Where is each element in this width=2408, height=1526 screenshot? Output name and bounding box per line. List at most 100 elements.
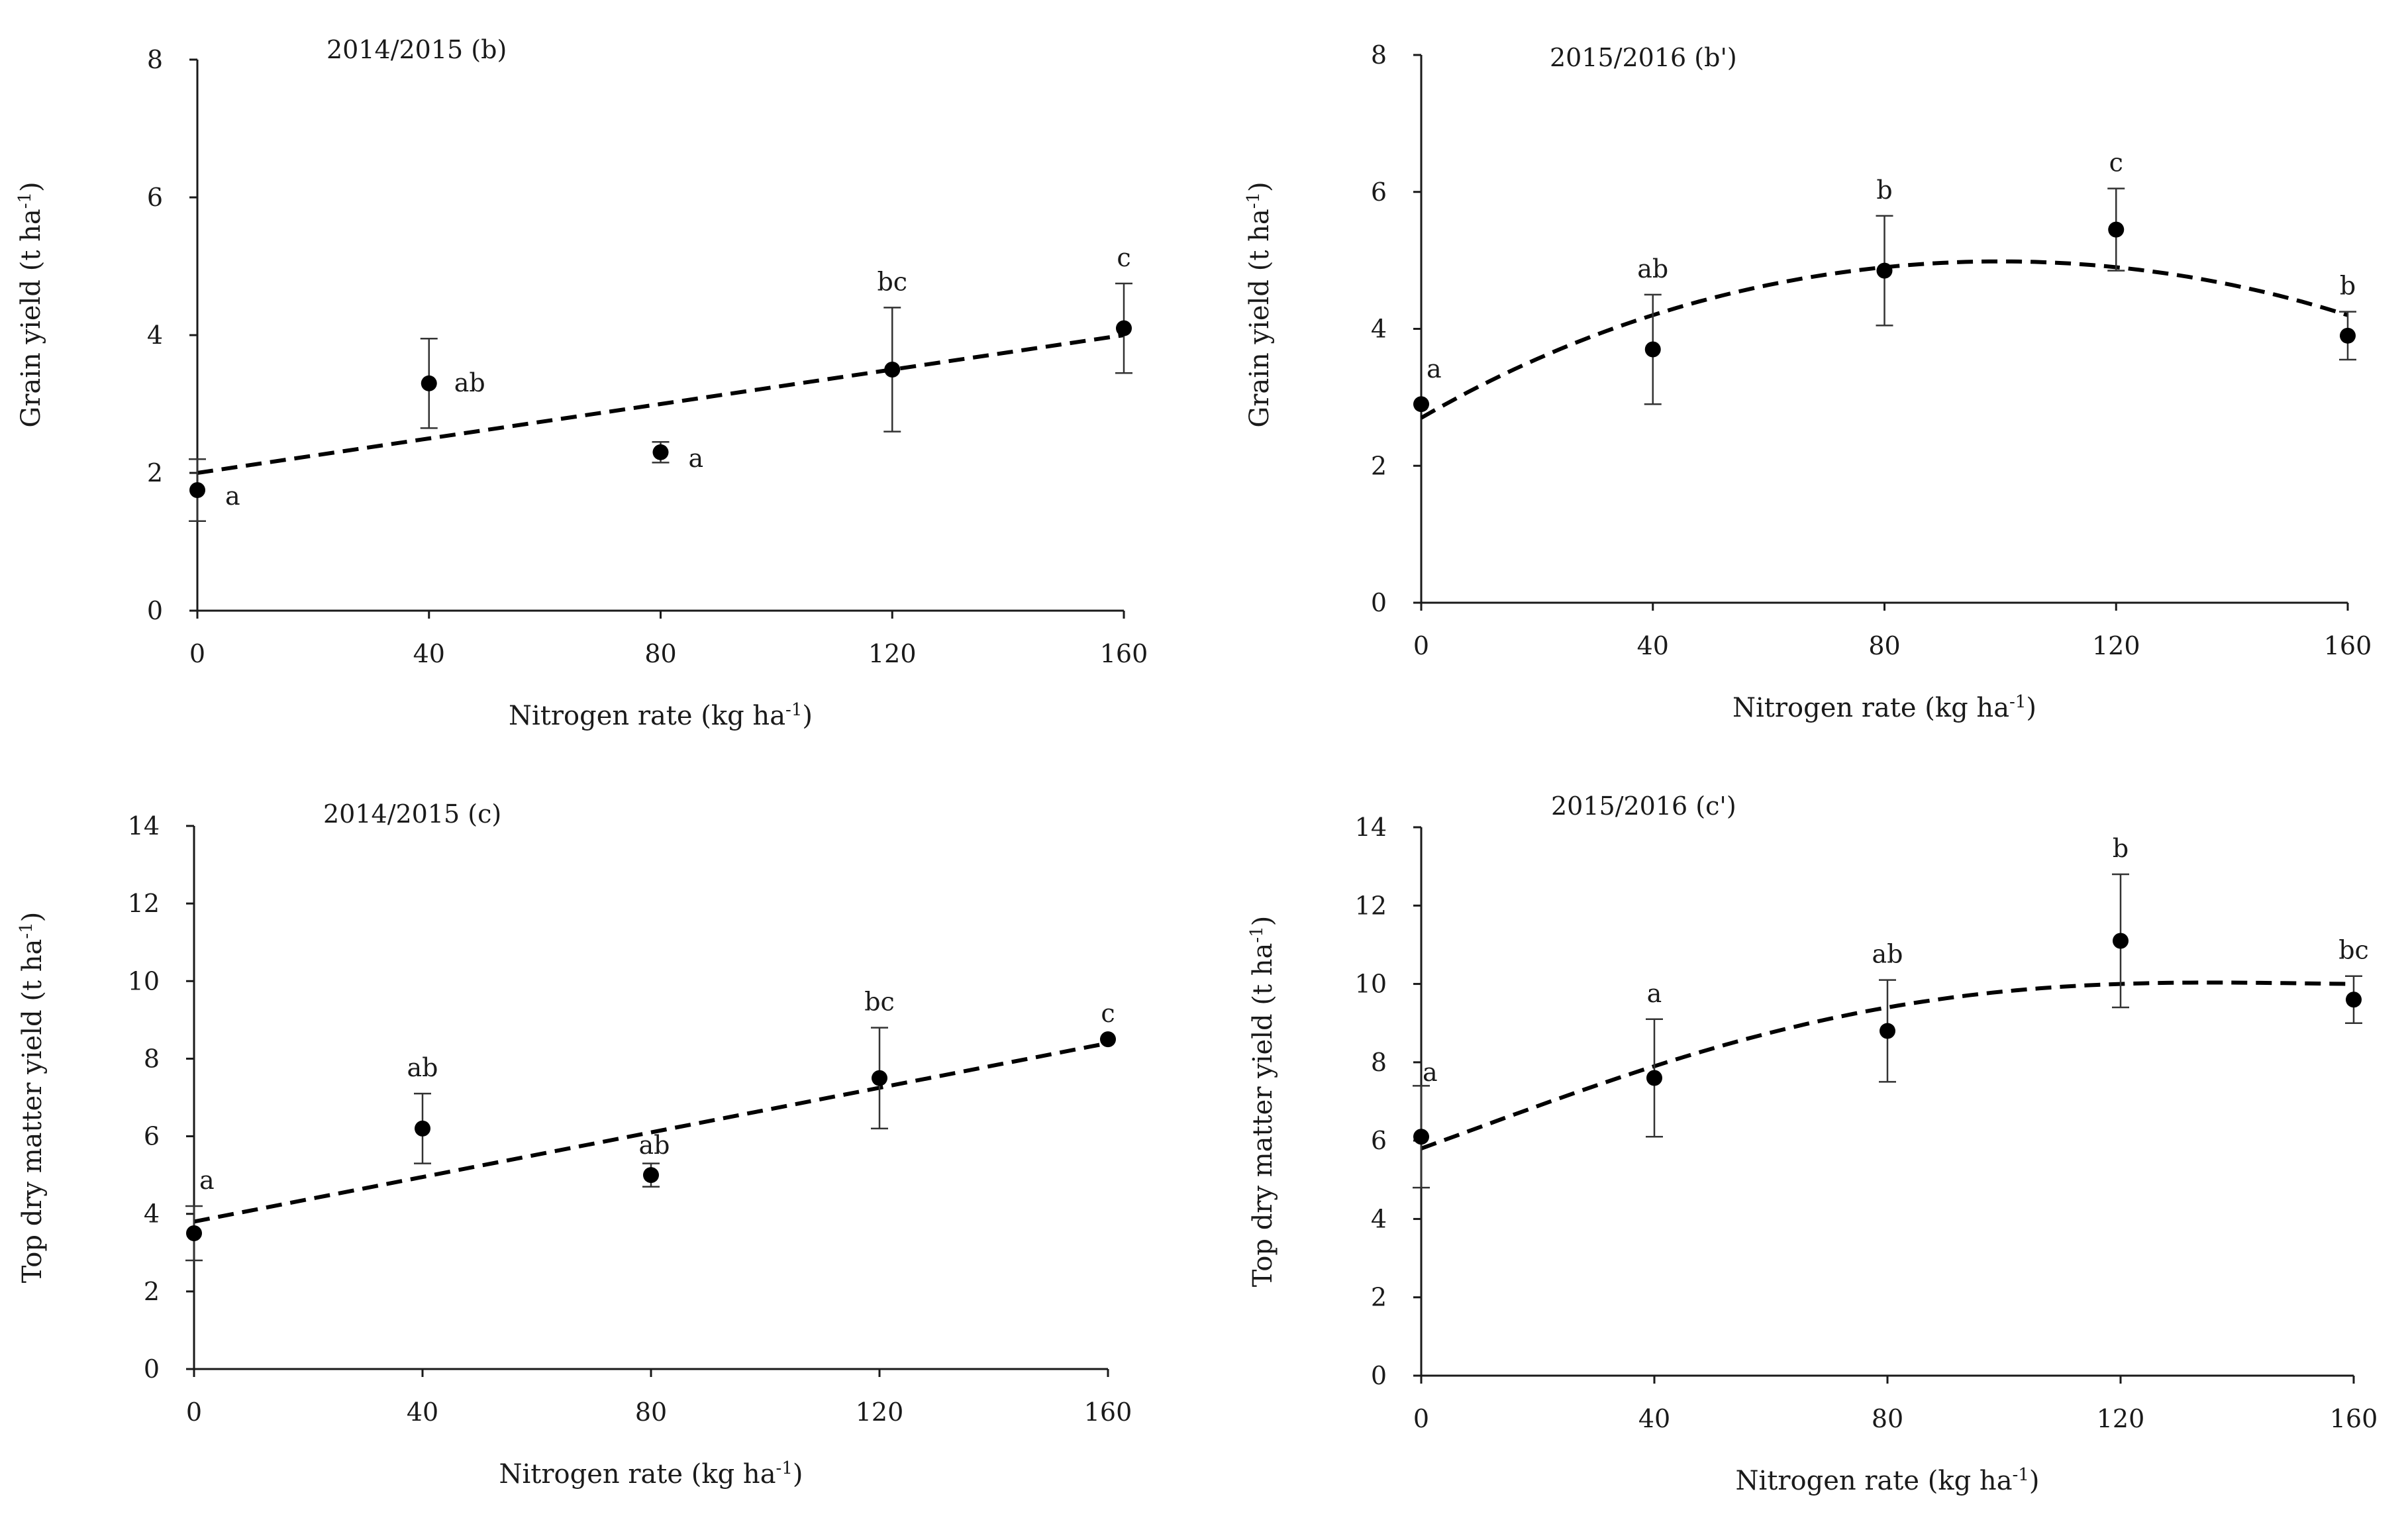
y-tick-label: 6 (147, 183, 163, 212)
x-tick-label: 120 (2097, 1404, 2145, 1433)
y-tick-label: 0 (144, 1354, 160, 1384)
data-point (1880, 1023, 1895, 1039)
significance-letter: a (689, 444, 704, 473)
data-point (1116, 320, 1132, 336)
y-tick-label: 4 (144, 1199, 160, 1229)
y-tick-label: 10 (1355, 970, 1387, 999)
panel-dry-matter-2014-2015: 0 2 4 6 8 10 12 14 0 40 80 120 160 Nitrogen rate (kg … (17, 799, 1132, 1490)
significance-letter: ab (1637, 254, 1668, 283)
x-tick-label: 40 (1637, 631, 1669, 660)
significance-letter: b (1876, 176, 1892, 205)
y-tick-label: 2 (1371, 451, 1387, 480)
x-tick-label: 0 (1413, 631, 1429, 660)
significance-letter: ab (1872, 940, 1903, 969)
x-axis-label: Nitrogen rate (kg ha-1) (1732, 692, 2036, 723)
y-tick-label: 6 (1371, 178, 1387, 207)
y-tick-label: 2 (147, 458, 163, 487)
trend-line (193, 1041, 1109, 1224)
x-tick-label: 40 (407, 1398, 438, 1427)
significance-letter: c (1117, 243, 1130, 272)
significance-letter: b (2340, 272, 2356, 301)
significance-letter: a (1647, 979, 1662, 1008)
y-tick-label: 8 (144, 1044, 160, 1073)
data-point (1646, 1070, 1662, 1086)
x-tick-label: 80 (1868, 631, 1900, 660)
panel-title: 2015/2016 (b') (1550, 43, 1737, 72)
data-point (2340, 327, 2356, 344)
significance-letter: a (225, 482, 240, 511)
x-tick-label: 40 (413, 639, 445, 668)
y-tick-label: 4 (147, 321, 163, 350)
data-point (643, 1167, 659, 1184)
significance-letter: bc (877, 267, 907, 296)
significance-letter: b (2113, 834, 2129, 863)
significance-letter: ab (454, 368, 485, 397)
data-point (189, 482, 205, 498)
significance-letter: a (1427, 354, 1442, 383)
y-tick-label: 14 (1355, 813, 1387, 842)
y-tick-label: 10 (128, 966, 160, 995)
significance-letter: c (1101, 999, 1115, 1028)
y-tick-label: 0 (147, 596, 163, 625)
trend-line (197, 333, 1125, 475)
data-point (884, 362, 901, 378)
x-tick-label: 160 (1100, 639, 1148, 668)
data-point (2113, 933, 2129, 949)
x-axis-label: Nitrogen rate (kg ha-1) (509, 700, 813, 731)
data-point (1876, 262, 1893, 279)
x-tick-label: 80 (644, 639, 676, 668)
data-point (1413, 396, 1429, 413)
x-tick-label: 160 (1084, 1398, 1132, 1427)
x-tick-label: 80 (635, 1398, 667, 1427)
data-point (2346, 992, 2362, 1008)
x-tick-label: 120 (2092, 631, 2140, 660)
x-axis-label: Nitrogen rate (kg ha-1) (499, 1458, 803, 1490)
y-tick-label: 0 (1371, 1361, 1387, 1390)
significance-letter: ab (639, 1131, 670, 1160)
x-tick-label: 0 (189, 639, 205, 668)
x-tick-label: 0 (186, 1398, 202, 1427)
data-point (1413, 1129, 1429, 1145)
data-point (1644, 341, 1661, 358)
y-tick-label: 12 (128, 889, 160, 918)
y-axis-label: Top dry matter yield (t ha-1) (1247, 916, 1278, 1288)
y-tick-label: 8 (147, 45, 163, 74)
x-tick-label: 120 (856, 1398, 904, 1427)
y-axis-label: Grain yield (t ha-1) (1244, 181, 1275, 427)
x-tick-label: 80 (1872, 1404, 1903, 1433)
data-point (652, 444, 669, 460)
significance-letter: c (2109, 148, 2123, 178)
y-tick-label: 8 (1371, 40, 1387, 70)
y-tick-label: 6 (1371, 1126, 1387, 1155)
x-tick-label: 0 (1413, 1404, 1429, 1433)
x-tick-label: 120 (868, 639, 917, 668)
x-tick-label: 160 (2330, 1404, 2378, 1433)
data-point (872, 1070, 887, 1086)
significance-letter: a (199, 1166, 215, 1195)
x-axis-label: Nitrogen rate (kg ha-1) (1736, 1465, 2040, 1496)
significance-letter: ab (407, 1053, 438, 1082)
y-tick-label: 8 (1371, 1048, 1387, 1077)
panel-title: 2014/2015 (c) (323, 799, 501, 829)
y-tick-label: 2 (144, 1277, 160, 1306)
y-tick-label: 4 (1371, 1204, 1387, 1233)
data-point (421, 375, 437, 391)
y-tick-label: 12 (1355, 891, 1387, 920)
y-tick-label: 4 (1371, 315, 1387, 344)
significance-letter: bc (864, 988, 895, 1017)
significance-letter: a (1423, 1058, 1438, 1087)
panel-dry-matter-2015-2016: 0 2 4 6 8 10 12 14 0 40 80 120 160 Nitrogen rate (kg … (1247, 791, 2378, 1496)
y-axis-label: Grain yield (t ha-1) (15, 181, 46, 427)
x-tick-label: 160 (2324, 631, 2372, 660)
y-tick-label: 14 (128, 811, 160, 840)
data-point (2108, 221, 2125, 238)
data-point (415, 1120, 430, 1137)
data-point (1100, 1031, 1116, 1048)
y-tick-label: 2 (1371, 1283, 1387, 1312)
y-tick-label: 0 (1371, 588, 1387, 617)
panel-title: 2014/2015 (b) (326, 35, 507, 64)
y-axis-label: Top dry matter yield (t ha-1) (17, 912, 48, 1284)
